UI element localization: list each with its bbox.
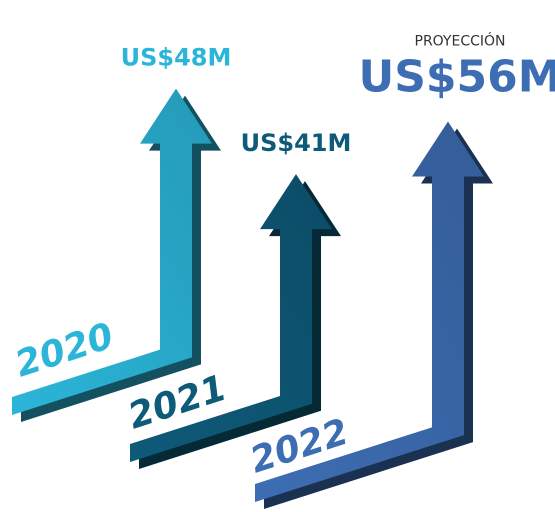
annotation: PROYECCIÓN <box>415 32 506 50</box>
value-label: US$56M <box>358 52 555 103</box>
arrow <box>255 121 484 503</box>
arrow-group <box>255 121 493 509</box>
value-label: US$41M <box>241 129 352 157</box>
arrow-group <box>12 88 221 422</box>
arrow-group <box>130 174 341 469</box>
arrow <box>130 174 332 462</box>
value-label: US$48M <box>121 44 232 72</box>
arrow <box>12 88 212 415</box>
